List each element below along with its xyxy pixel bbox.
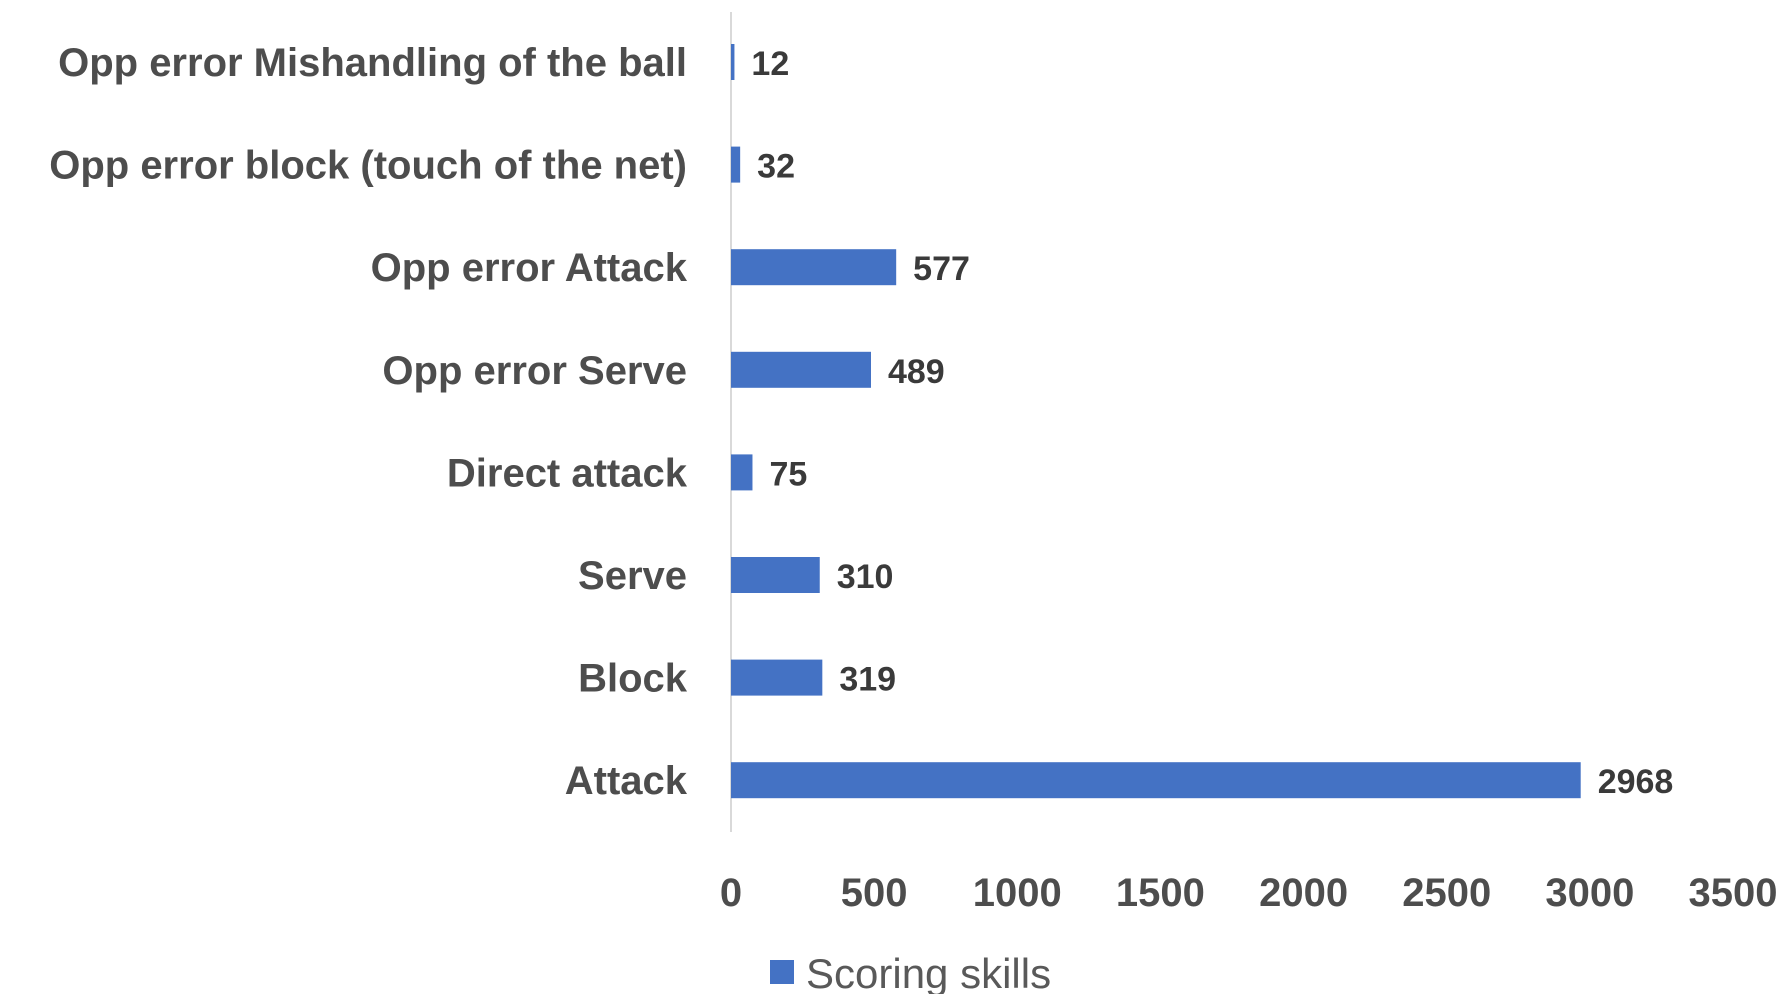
data-label: 577 bbox=[913, 250, 970, 288]
bar bbox=[731, 351, 871, 388]
data-label: 12 bbox=[751, 45, 789, 83]
x-tick-label: 3500 bbox=[1689, 871, 1778, 915]
x-tick-label: 500 bbox=[841, 871, 908, 915]
category-label: Opp error Mishandling of the ball bbox=[58, 41, 687, 85]
category-label: Opp error Attack bbox=[371, 246, 688, 290]
data-label: 319 bbox=[839, 661, 896, 699]
category-label: Opp error Serve bbox=[382, 349, 687, 393]
bar bbox=[731, 762, 1581, 799]
category-label: Attack bbox=[565, 759, 688, 803]
legend-swatch bbox=[770, 960, 794, 984]
category-label: Block bbox=[578, 657, 688, 701]
category-label: Direct attack bbox=[447, 451, 688, 495]
bars-layer bbox=[731, 44, 1581, 799]
bar bbox=[731, 249, 897, 286]
data-label: 2968 bbox=[1598, 763, 1674, 801]
legend: Scoring skills bbox=[770, 950, 1051, 994]
legend-label: Scoring skills bbox=[806, 950, 1051, 994]
data-label: 75 bbox=[769, 455, 807, 493]
data-label: 32 bbox=[757, 148, 795, 186]
bar bbox=[731, 146, 741, 183]
bar bbox=[731, 659, 823, 696]
x-tick-label: 0 bbox=[720, 871, 742, 915]
value-labels: 12 32 577 489 75 310 319 2968 bbox=[751, 45, 1673, 801]
x-tick-label: 2000 bbox=[1259, 871, 1348, 915]
x-tick-label: 1000 bbox=[973, 871, 1062, 915]
x-tick-label: 3000 bbox=[1545, 871, 1634, 915]
category-label: Opp error block (touch of the net) bbox=[49, 144, 687, 188]
x-tick-labels: 0 500 1000 1500 2000 2500 3000 3500 bbox=[720, 871, 1778, 915]
bar bbox=[731, 454, 753, 491]
category-label: Serve bbox=[578, 554, 687, 598]
x-tick-label: 2500 bbox=[1402, 871, 1491, 915]
data-label: 310 bbox=[837, 558, 894, 596]
bar bbox=[731, 44, 735, 80]
category-labels: Opp error Mishandling of the ball Opp err… bbox=[49, 41, 688, 803]
x-tick-label: 1500 bbox=[1116, 871, 1205, 915]
data-label: 489 bbox=[888, 353, 945, 391]
bar bbox=[731, 557, 820, 593]
